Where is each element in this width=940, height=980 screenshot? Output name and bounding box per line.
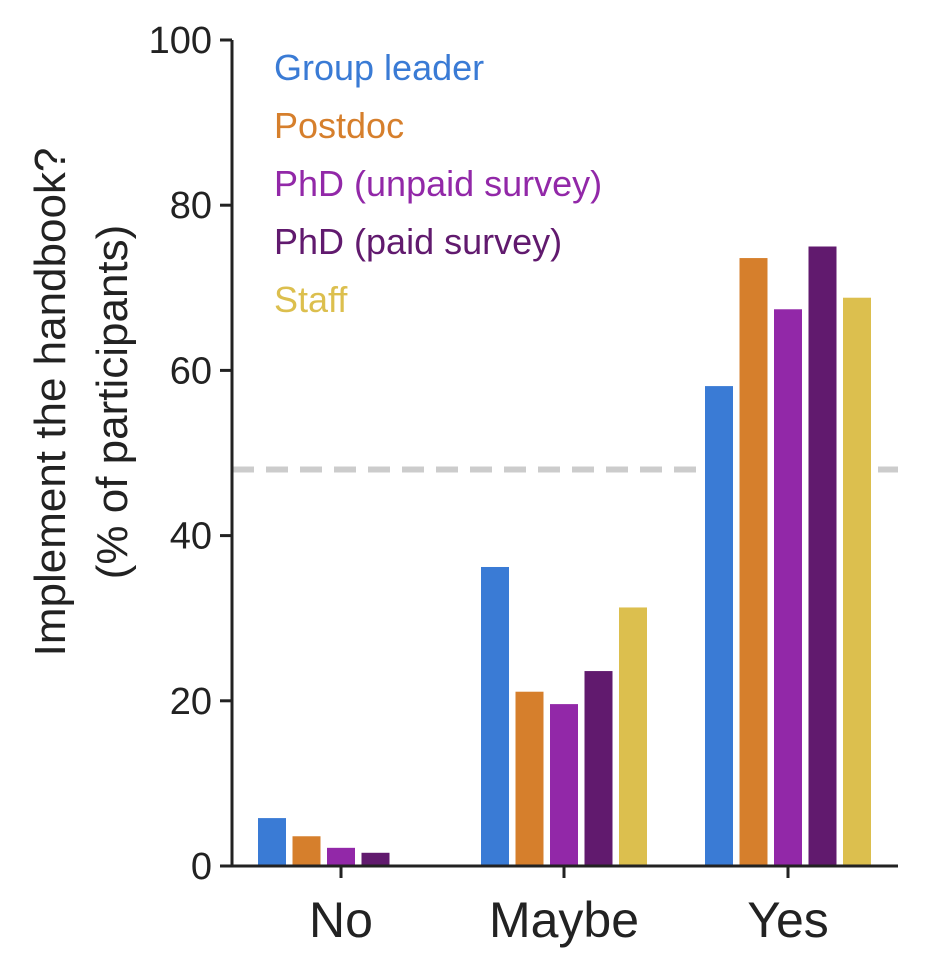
bar-maybe-1: [481, 566, 509, 866]
y-tick-label: 0: [191, 846, 212, 888]
axes: 0 20 40 60 80 100 No Maybe Yes: [149, 20, 898, 948]
bar-yes-1: [705, 386, 733, 866]
bar-no-2: [292, 836, 321, 866]
bar-yes-5: [843, 297, 871, 866]
bar-yes-4: [808, 246, 837, 866]
bar-maybe-2: [515, 691, 544, 866]
bars-layer: [258, 246, 871, 867]
y-tick-label: 80: [170, 185, 212, 227]
legend-entry-1: Group leader: [274, 47, 484, 88]
x-tick-label-no: No: [309, 892, 373, 948]
legend-entry-2: Postdoc: [274, 105, 404, 146]
y-axis-label-line-2: (% of participants): [88, 225, 137, 580]
y-tick-label: 40: [170, 516, 212, 558]
bar-maybe-3: [550, 704, 578, 866]
y-axis-label-line-1: Implement the handbook?: [26, 148, 75, 657]
legend-entry-3: PhD (unpaid survey): [274, 163, 602, 204]
y-tick-label: 20: [170, 681, 212, 723]
y-axis-label: Implement the handbook? (% of participant…: [26, 148, 137, 657]
legend-entry-4: PhD (paid survey): [274, 221, 562, 262]
legend: Group leader Postdoc PhD (unpaid survey) Ph…: [274, 47, 602, 320]
bar-yes-2: [739, 258, 768, 867]
bar-no-1: [258, 818, 286, 866]
bar-yes-3: [774, 309, 802, 866]
y-tick-label: 100: [149, 20, 212, 62]
bar-maybe-4: [584, 671, 613, 866]
x-tick-label-maybe: Maybe: [489, 892, 639, 948]
y-tick-label: 60: [170, 350, 212, 392]
bar-no-4: [361, 852, 390, 866]
x-tick-label-yes: Yes: [747, 892, 829, 948]
bar-maybe-5: [619, 607, 647, 866]
bar-no-3: [327, 847, 355, 866]
legend-entry-5: Staff: [274, 279, 348, 320]
